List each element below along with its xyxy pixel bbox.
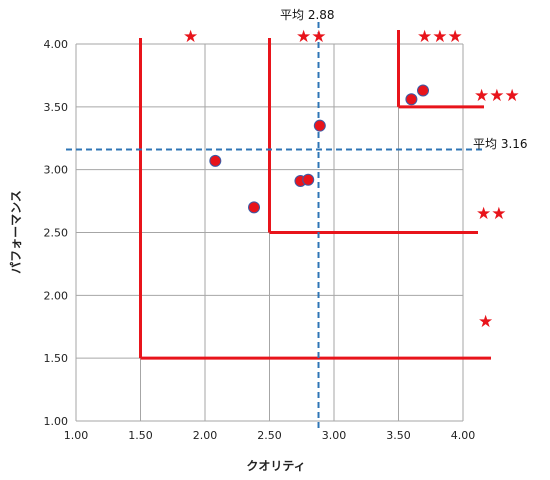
rating-label-two-stars-top: ★★ [296, 27, 326, 47]
data-point [313, 119, 326, 132]
data-point [417, 84, 430, 97]
data-points [209, 84, 430, 214]
rating-label-three-stars-right: ★★★ [474, 86, 520, 106]
mean-x-label: 平均 2.88 [280, 8, 335, 22]
y-tick-label: 4.00 [44, 38, 69, 51]
x-tick-label: 3.00 [322, 429, 347, 442]
y-axis-title: パフォーマンス [9, 190, 23, 274]
mean-y-label: 平均 3.16 [473, 137, 528, 151]
rating-label-two-stars-right: ★★ [476, 204, 506, 224]
x-tick-label: 3.50 [386, 429, 411, 442]
x-tick-label: 2.00 [193, 429, 218, 442]
y-tick-label: 1.50 [44, 352, 69, 365]
x-tick-label: 1.00 [64, 429, 89, 442]
x-axis-title: クオリティ [246, 459, 305, 473]
x-tick-label: 1.50 [128, 429, 153, 442]
data-point [248, 201, 261, 214]
y-tick-label: 2.50 [44, 227, 69, 240]
y-tick-label: 1.00 [44, 415, 69, 428]
rating-threshold-lines [139, 30, 491, 360]
mean-lines [66, 22, 486, 428]
data-point [302, 173, 315, 186]
x-tick-labels: 1.00 1.50 2.00 2.50 3.00 3.50 4.00 [64, 429, 476, 442]
x-tick-label: 2.50 [257, 429, 282, 442]
data-point [209, 154, 222, 167]
data-point [405, 93, 418, 106]
rating-label-one-star-top: ★ [183, 27, 198, 47]
rating-label-three-stars-top: ★★★ [417, 27, 463, 47]
y-tick-label: 3.50 [44, 101, 69, 114]
y-tick-label: 3.00 [44, 164, 69, 177]
y-tick-labels: 1.00 1.50 2.00 2.50 3.00 3.50 4.00 [44, 38, 69, 428]
y-tick-label: 2.00 [44, 289, 69, 302]
rating-label-one-star-right: ★ [478, 312, 493, 332]
x-tick-label: 4.00 [451, 429, 476, 442]
